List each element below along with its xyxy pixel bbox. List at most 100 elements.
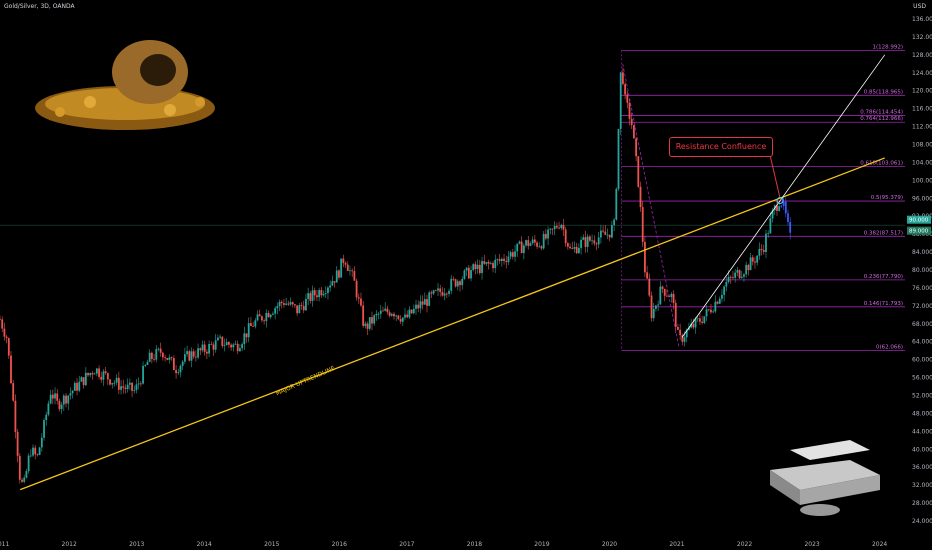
candle [390, 313, 393, 316]
candle [104, 371, 107, 374]
candle [657, 304, 660, 306]
y-tick-label: 100.000 [912, 177, 932, 184]
candle [588, 236, 591, 241]
candle [692, 324, 695, 328]
candle [419, 301, 422, 309]
candle [716, 301, 719, 304]
candle [507, 256, 510, 263]
candle [49, 394, 52, 404]
candle [615, 188, 618, 220]
candle [155, 349, 158, 360]
y-tick-label: 72.000 [912, 303, 932, 310]
candle [76, 382, 78, 391]
x-tick-label: 2012 [62, 541, 77, 548]
x-tick-label: 2014 [197, 541, 212, 548]
candle [423, 299, 426, 305]
y-tick-label: 116.000 [912, 106, 932, 113]
candle [98, 368, 100, 377]
candle [397, 315, 400, 320]
candle [434, 290, 437, 292]
candle [525, 240, 527, 246]
candle [701, 321, 704, 323]
y-tick-label: 108.000 [912, 141, 932, 148]
candle [683, 337, 686, 342]
candle [437, 288, 439, 291]
gold-coins-pot-image [35, 40, 215, 130]
candle [463, 270, 466, 279]
candle [500, 258, 503, 262]
y-tick-label: 128.000 [912, 52, 932, 59]
candle [478, 264, 481, 274]
candle [194, 356, 197, 358]
candle [261, 316, 263, 321]
fib-level-label: 0.5(95.379) [871, 195, 903, 201]
candle [641, 207, 644, 242]
candle [349, 270, 351, 272]
candle [635, 138, 638, 157]
candle [467, 267, 470, 279]
candle [18, 455, 21, 480]
candle [758, 248, 761, 256]
y-tick-label: 32.000 [912, 482, 932, 489]
y-tick-label: 52.000 [912, 393, 932, 400]
candle [428, 292, 431, 306]
candle [122, 386, 125, 388]
candle [699, 318, 701, 322]
candle [139, 383, 142, 385]
candle [604, 231, 607, 235]
x-tick-label: 2015 [264, 541, 279, 548]
candle [128, 382, 131, 385]
y-tick-label: 40.000 [912, 446, 932, 453]
candle [93, 373, 96, 375]
candle [586, 236, 589, 247]
x-tick-label: 2023 [804, 541, 819, 548]
candle [263, 320, 266, 322]
candle [661, 286, 664, 289]
candle [113, 382, 116, 384]
trendline-label: MAJOR UPTRENDLINE [275, 365, 336, 398]
candle [210, 343, 213, 345]
candle [784, 201, 787, 214]
candle [679, 329, 682, 336]
y-tick-label: 68.000 [912, 321, 932, 328]
candle [192, 351, 195, 357]
candle [252, 325, 255, 327]
candle [740, 276, 743, 278]
candle [542, 233, 545, 249]
candle [199, 348, 202, 351]
price-badge [907, 215, 931, 224]
candle [272, 313, 274, 315]
candle [564, 229, 567, 244]
candle [762, 249, 765, 252]
candle [593, 240, 596, 244]
candle [769, 218, 772, 234]
candle [267, 312, 270, 318]
candle [399, 319, 402, 322]
fib-level-label: 0.146(71.793) [864, 301, 903, 307]
x-tick-label: 2020 [602, 541, 617, 548]
candle [56, 393, 59, 401]
candle [725, 281, 728, 287]
candle [710, 309, 712, 313]
candle [124, 387, 127, 389]
candle [120, 386, 122, 390]
candle [340, 258, 343, 278]
candle [707, 309, 710, 311]
x-tick-label: 2016 [332, 541, 347, 548]
candle [265, 312, 268, 322]
candle [320, 290, 323, 296]
candle [102, 371, 105, 380]
candle [89, 373, 92, 376]
candle [241, 344, 244, 349]
candle [705, 309, 708, 317]
candle [714, 301, 717, 312]
candle [0, 319, 1, 321]
x-tick-label: 2018 [467, 541, 482, 548]
candle [569, 246, 571, 249]
price-badge-text: 89.000 [909, 229, 929, 235]
candle [38, 447, 41, 455]
candle [197, 348, 199, 358]
candle [245, 333, 248, 338]
candle [591, 240, 593, 242]
